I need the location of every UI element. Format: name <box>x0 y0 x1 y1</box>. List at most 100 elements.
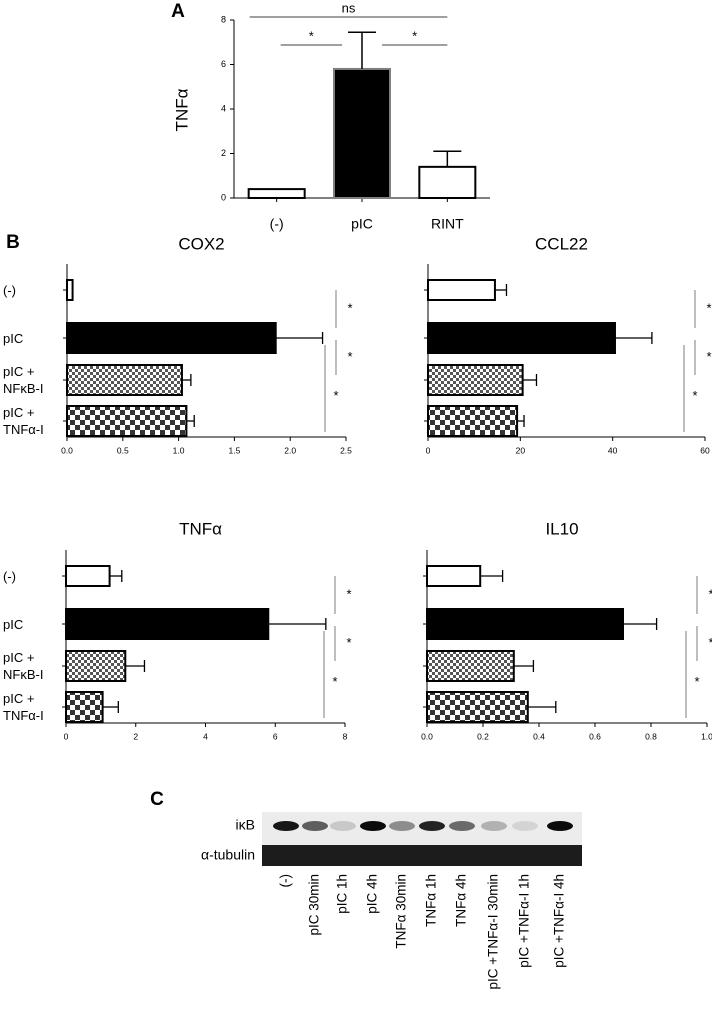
lane-label: pIC +TNFα-I 1h <box>517 874 532 968</box>
y-tick-label: 6 <box>221 59 226 69</box>
lane-label: TNFα 4h <box>454 874 469 927</box>
y-tick-label: pIC + TNFα-I <box>3 405 44 437</box>
category-label-box: pIC + NFκB-I <box>3 364 43 396</box>
significance-label: * <box>708 586 712 601</box>
significance-label: * <box>706 300 711 315</box>
panel-label: B <box>6 232 20 253</box>
y-tick-label: 8 <box>221 14 226 24</box>
category-label-box: pIC <box>3 616 24 632</box>
x-tick-label: RINT <box>431 216 464 232</box>
y-tick-label: pIC <box>3 330 24 346</box>
y-tick-label: 4 <box>221 103 226 113</box>
significance-label: ns <box>342 0 356 15</box>
significance-label: * <box>309 28 314 43</box>
significance-label: * <box>346 635 351 650</box>
bar <box>426 650 515 682</box>
error-bar <box>513 660 535 672</box>
y-tick-label: pIC + NFκB-I <box>3 650 44 682</box>
x-tick-label: 40 <box>608 445 618 455</box>
significance-label: * <box>346 586 351 601</box>
x-tick-label: 6 <box>273 731 278 741</box>
bar <box>426 565 482 587</box>
x-tick-label: 20 <box>516 445 526 455</box>
x-tick-label: 0.8 <box>645 731 657 741</box>
lane-label: pIC 4h <box>365 874 380 914</box>
x-tick-label: 0.5 <box>117 445 129 455</box>
error-bar <box>275 332 324 344</box>
chart-title: CCL22 <box>535 234 588 253</box>
category-label-box: pIC + TNFα-I <box>3 691 44 723</box>
x-tick-label: (-) <box>270 216 284 232</box>
panel-label: C <box>150 789 164 810</box>
error-bar <box>614 332 653 344</box>
lane-label: pIC +TNFα-I 4h <box>552 874 567 968</box>
lane-label: pIC 30min <box>307 874 322 936</box>
x-tick-label: 4 <box>203 731 208 741</box>
significance-label: * <box>412 28 417 43</box>
ikb-band <box>273 821 299 831</box>
error-bar <box>433 150 462 167</box>
error-bar <box>522 374 538 386</box>
lane-label: pIC +TNFα-I 30min <box>486 874 501 989</box>
significance-label: * <box>347 300 352 315</box>
panel-label: A <box>171 1 185 22</box>
ikb-band <box>302 821 328 831</box>
y-tick-label: pIC <box>3 616 24 632</box>
significance-label: * <box>692 388 697 403</box>
ikb-band <box>512 821 538 831</box>
significance-label: * <box>333 388 338 403</box>
lane-label: TNFα 1h <box>424 874 439 927</box>
bar <box>247 188 306 200</box>
error-bar <box>494 284 508 296</box>
bar <box>65 565 111 587</box>
ikb-band <box>389 821 415 831</box>
category-label-box: pIC + NFκB-I <box>3 650 44 682</box>
bar <box>427 405 519 437</box>
bar <box>333 67 391 199</box>
x-tick-label: 0.0 <box>421 731 433 741</box>
x-tick-label: 0.2 <box>477 731 489 741</box>
error-bar <box>109 570 123 582</box>
bar <box>426 691 529 723</box>
x-tick-label: 8 <box>343 731 348 741</box>
significance-label: * <box>708 635 712 650</box>
category-label-box: (-) <box>3 569 16 584</box>
x-tick-label: pIC <box>351 216 373 232</box>
bar <box>427 279 496 301</box>
error-bar <box>102 701 119 713</box>
x-tick-label: 1.5 <box>228 445 240 455</box>
error-bar <box>125 660 146 672</box>
error-bar <box>348 31 376 69</box>
bar <box>65 691 104 723</box>
x-tick-label: 0 <box>64 731 69 741</box>
ikb-band <box>419 821 445 831</box>
bar <box>65 608 270 640</box>
x-tick-label: 2 <box>133 731 138 741</box>
bar <box>66 322 277 354</box>
bar <box>66 405 188 437</box>
bar <box>66 364 183 396</box>
category-label-box: pIC <box>3 330 24 346</box>
y-tick-label: 0 <box>221 192 226 202</box>
error-bar <box>623 618 658 630</box>
x-tick-label: 1.0 <box>173 445 185 455</box>
chart-title: COX2 <box>178 234 224 253</box>
bar <box>418 165 477 200</box>
ikb-band <box>481 821 507 831</box>
x-tick-label: 2.5 <box>340 445 352 455</box>
lane-label: pIC 1h <box>335 874 350 914</box>
x-tick-label: 0.6 <box>589 731 601 741</box>
error-bar <box>527 701 557 713</box>
x-tick-label: 2.0 <box>284 445 296 455</box>
ikb-band <box>547 821 573 831</box>
ikb-band <box>360 821 386 831</box>
bar <box>66 279 74 301</box>
error-bar <box>268 618 327 630</box>
significance-label: * <box>347 349 352 364</box>
y-axis-label: TNFα <box>172 88 191 131</box>
x-tick-label: 0.0 <box>61 445 73 455</box>
blot-tubulin-strip <box>262 845 582 866</box>
x-tick-label: 0.4 <box>533 731 545 741</box>
lane-label: TNFα 30min <box>394 874 409 949</box>
